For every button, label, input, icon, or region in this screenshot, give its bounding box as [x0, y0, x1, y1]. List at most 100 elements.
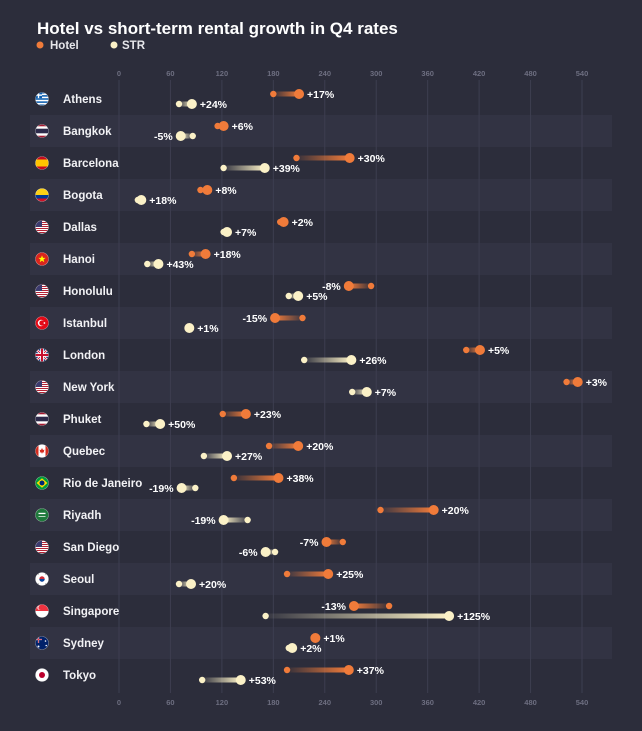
str-segment: [179, 581, 192, 587]
str-change-label: +24%: [200, 99, 228, 111]
flag-part: [45, 644, 47, 647]
x-tick-label: 480: [524, 69, 537, 78]
flag-part: [35, 128, 49, 134]
row-riyadh: Riyadh +20% -19%: [35, 505, 469, 527]
hotel-start-point: [230, 474, 238, 482]
flag-part: [38, 605, 42, 610]
flag-part: [38, 255, 46, 263]
x-tick-label: 60: [166, 69, 174, 78]
flag-part: [35, 416, 49, 422]
hotel-start-point: [188, 250, 196, 258]
city-label: Rio de Janeiro: [63, 478, 142, 490]
hotel-change-label: +38%: [286, 473, 314, 485]
str-end-point: [155, 419, 166, 429]
flag-part: [39, 579, 45, 582]
flag-part: [35, 550, 49, 551]
hotel-change-label: +6%: [232, 121, 254, 133]
hotel-end-point: [310, 633, 321, 643]
city-label: Seoul: [63, 574, 94, 586]
flag-outline: [35, 668, 49, 682]
str-segment: [223, 517, 248, 523]
hotel-end-point: [323, 569, 334, 579]
hotel-change-label: +5%: [488, 345, 510, 357]
hotel-segment: [287, 667, 349, 673]
str-end-point: [235, 675, 246, 685]
city-label: Athens: [63, 94, 102, 106]
x-tick-label: 300: [370, 69, 383, 78]
x-tick-label: 180: [267, 69, 280, 78]
flag-outline: [35, 412, 49, 426]
flag-outline: [35, 540, 49, 554]
hotel-end-point: [343, 665, 354, 675]
str-end-point: [444, 611, 455, 621]
flag-outline: [35, 636, 49, 650]
flag-outline: [35, 92, 49, 106]
flag-part: [35, 94, 42, 96]
x-tick-label: 420: [473, 698, 486, 707]
flag-outline: [35, 572, 49, 586]
flag-part: [38, 516, 46, 517]
city-label: Istanbul: [63, 318, 107, 330]
usa-flag-icon: [35, 540, 49, 554]
flag-part: [35, 552, 49, 553]
city-label: Barcelona: [63, 158, 119, 170]
hotel-start-point: [270, 90, 277, 98]
str-start-point: [175, 580, 183, 588]
flag-outline: [35, 284, 49, 298]
str-start-point: [144, 260, 151, 268]
row-band: [30, 435, 612, 467]
x-tick-label: 120: [216, 69, 229, 78]
legend-label-hotel: Hotel: [50, 40, 79, 52]
flag-part: [35, 294, 49, 295]
x-tick-label: 480: [524, 698, 537, 707]
str-change-label: +7%: [375, 387, 397, 399]
str-end-point: [184, 323, 195, 333]
hotel-segment: [326, 539, 343, 545]
flag-part: [35, 380, 42, 387]
city-label: Sydney: [63, 638, 105, 650]
city-label: Singapore: [63, 606, 119, 618]
hotel-segment: [466, 347, 480, 353]
str-end-point: [287, 643, 298, 653]
hotel-end-point: [474, 345, 485, 355]
row-dallas: Dallas +2% +7%: [35, 217, 314, 239]
x-tick-label: 120: [216, 698, 229, 707]
hotel-segment: [269, 443, 299, 449]
flag-part: [35, 135, 49, 138]
str-start-point: [349, 388, 356, 396]
str-segment: [181, 485, 196, 491]
hotel-segment: [353, 603, 390, 609]
row-sydney: Sydney +1%+2%: [35, 633, 345, 655]
flag-outline: [35, 124, 49, 138]
str-segment: [202, 677, 241, 683]
flag-outline: [35, 188, 49, 202]
row-london: London +5% +26%: [35, 345, 510, 367]
hotel-segment: [222, 411, 246, 417]
str-change-label: -19%: [149, 483, 174, 495]
city-label: London: [63, 350, 105, 362]
flag-part: [35, 604, 49, 611]
str-change-label: +125%: [457, 611, 491, 623]
x-tick-label: 240: [319, 69, 332, 78]
legend-marker-hotel: [36, 41, 44, 49]
turkey-flag-icon: [35, 316, 49, 330]
city-label: Quebec: [63, 446, 106, 458]
flag-part: [39, 480, 45, 486]
thailand-flag-icon: [35, 412, 49, 426]
row-phuket: Phuket +23% +50%: [35, 409, 282, 431]
str-start-point: [244, 516, 251, 524]
str-change-label: +26%: [359, 355, 387, 367]
flag-part: [35, 292, 49, 293]
str-change-label: +53%: [249, 675, 277, 687]
usa-flag-icon: [35, 284, 49, 298]
canada-flag-icon: [35, 444, 49, 458]
flag-part: [35, 104, 49, 106]
flag-part: [35, 508, 49, 522]
usa-flag-icon: [35, 220, 49, 234]
hotel-end-point: [348, 601, 359, 611]
hotel-end-point: [293, 441, 304, 451]
str-segment: [203, 453, 228, 459]
x-tick-label: 60: [166, 698, 174, 707]
hotel-change-label: +2%: [292, 217, 314, 229]
row-band: [30, 243, 612, 275]
